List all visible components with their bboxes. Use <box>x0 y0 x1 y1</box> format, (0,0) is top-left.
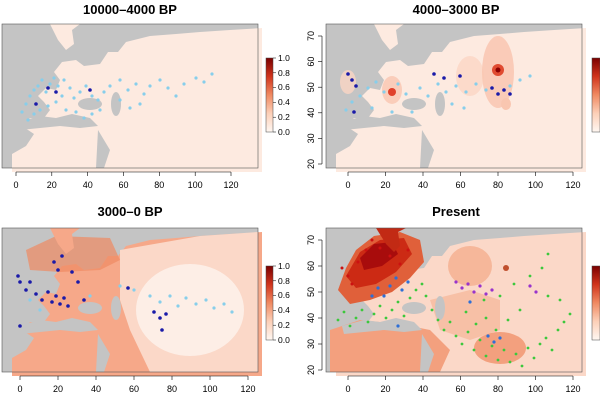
colorbar-tick: 0.8 <box>278 276 290 286</box>
x-tick: 0 <box>17 384 22 394</box>
x-tick: 100 <box>528 384 543 394</box>
colorbar-right-top <box>591 57 600 133</box>
x-tick: 60 <box>455 384 465 394</box>
panel-title: 4000–3000 BP <box>413 2 500 17</box>
x-tick: 120 <box>223 180 238 190</box>
sample-points <box>344 74 532 114</box>
red-points <box>340 238 410 286</box>
purple-points <box>454 280 538 296</box>
x-tick: 20 <box>380 180 390 190</box>
x-tick: 40 <box>418 384 428 394</box>
x-tick: 40 <box>83 180 93 190</box>
colorbar-tick: 0.0 <box>278 335 290 345</box>
x-tick: 20 <box>380 384 390 394</box>
y-tick: 60 <box>306 261 316 271</box>
x-axis: 0 20 40 60 80 100 120 <box>13 171 239 190</box>
y-tick: 50 <box>306 82 316 92</box>
dark-sample-points <box>34 86 92 106</box>
x-tick: 20 <box>53 384 63 394</box>
colorbar-tick: 0.6 <box>278 82 290 92</box>
x-axis: 0 20 40 60 80 100 120 <box>17 375 256 394</box>
x-tick: 100 <box>202 384 217 394</box>
colorbar-tick: 0.2 <box>278 112 290 122</box>
panel-10000-4000: 10000–4000 BP <box>1 2 262 190</box>
y-tick: 30 <box>306 339 316 349</box>
colorbar-tick: 0.4 <box>278 305 290 315</box>
colorbar-tick: 0.0 <box>278 127 290 137</box>
x-tick: 120 <box>565 384 580 394</box>
x-tick: 100 <box>528 180 543 190</box>
y-tick: 40 <box>306 108 316 118</box>
sample-points <box>20 72 214 122</box>
panel-title: 10000–4000 BP <box>83 2 177 17</box>
x-tick: 120 <box>240 384 255 394</box>
x-tick: 0 <box>13 180 18 190</box>
y-tick: 40 <box>306 313 316 323</box>
x-tick: 120 <box>565 180 580 190</box>
x-tick: 100 <box>188 180 203 190</box>
panel-4000-3000: 4000–3000 BP <box>306 2 586 190</box>
x-tick: 20 <box>47 180 57 190</box>
dark-sample-points <box>16 254 168 332</box>
colorbar-top: 0.0 0.2 0.4 0.6 0.8 1.0 <box>265 53 290 137</box>
colorbar-tick: 1.0 <box>278 53 290 63</box>
colorbar-tick: 0.2 <box>278 320 290 330</box>
y-tick: 70 <box>306 31 316 41</box>
x-tick: 0 <box>345 384 350 394</box>
x-tick: 0 <box>345 180 350 190</box>
x-tick: 60 <box>118 180 128 190</box>
colorbar-tick: 0.8 <box>278 68 290 78</box>
panel-3000-0: 3000–0 BP <box>1 204 262 394</box>
colorbar-tick: 0.4 <box>278 97 290 107</box>
x-tick: 60 <box>129 384 139 394</box>
y-tick: 50 <box>306 287 316 297</box>
panel-title: 3000–0 BP <box>97 204 162 219</box>
x-axis: 0 20 40 60 80 100 120 <box>345 171 581 190</box>
colorbar-tick: 0.6 <box>278 290 290 300</box>
map-area <box>1 227 262 376</box>
panel-title: Present <box>432 204 480 219</box>
x-tick: 80 <box>493 384 503 394</box>
y-tick: 70 <box>306 235 316 245</box>
y-tick: 20 <box>306 159 316 169</box>
y-axis: 20 30 40 50 60 70 <box>306 235 323 375</box>
panel-present: Present <box>306 204 586 394</box>
x-tick: 40 <box>91 384 101 394</box>
y-tick: 60 <box>306 57 316 67</box>
y-tick: 30 <box>306 133 316 143</box>
dark-sample-points <box>346 72 512 114</box>
x-tick: 80 <box>154 180 164 190</box>
colorbar-tick: 1.0 <box>278 261 290 271</box>
colorbar-right-bottom <box>591 265 600 341</box>
map-area <box>325 23 586 172</box>
x-tick: 80 <box>493 180 503 190</box>
x-tick: 60 <box>455 180 465 190</box>
colorbar-bottom: 0.0 0.2 0.4 0.6 0.8 1.0 <box>265 261 290 345</box>
x-tick: 80 <box>167 384 177 394</box>
map-area <box>1 23 262 172</box>
green-points <box>336 252 572 368</box>
y-axis: 20 30 40 50 60 70 <box>306 31 323 169</box>
y-tick: 20 <box>306 365 316 375</box>
sample-points <box>28 284 234 314</box>
blue-points <box>370 276 502 344</box>
map-area <box>325 227 586 376</box>
x-axis: 0 20 40 60 80 100 120 <box>345 375 581 394</box>
x-tick: 40 <box>418 180 428 190</box>
